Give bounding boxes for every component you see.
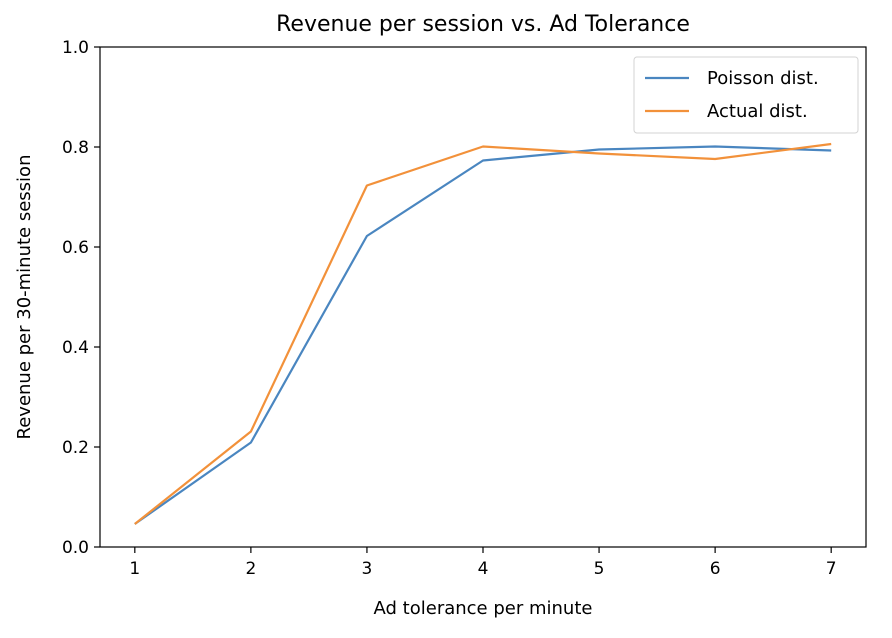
x-tick-label: 5: [594, 559, 605, 579]
x-tick-label: 6: [710, 559, 721, 579]
plot-frame: [99, 46, 867, 548]
y-tick-label: 1.0: [62, 38, 89, 58]
x-tick-label: 4: [478, 559, 489, 579]
y-tick-label: 0.6: [62, 238, 89, 258]
series-lines: [134, 142, 832, 525]
chart-title: Revenue per session vs. Ad Tolerance: [276, 12, 690, 37]
y-tick-label: 0.4: [62, 338, 89, 358]
x-axis-label: Ad tolerance per minute: [374, 598, 593, 619]
x-axis-ticks: 1 2 3 4 5 6 7: [129, 547, 837, 579]
y-tick-label: 0.0: [62, 538, 89, 558]
x-tick-label: 2: [245, 559, 256, 579]
legend-box: [633, 56, 859, 134]
series-line-poisson-dist: [134, 145, 832, 525]
y-axis-ticks: 0.0 0.2 0.4 0.6 0.8 1.0: [62, 38, 100, 558]
x-tick-label: 1: [129, 559, 140, 579]
x-tick-label: 3: [362, 559, 373, 579]
legend-label: Poisson dist.: [707, 68, 819, 89]
y-tick-label: 0.2: [62, 438, 89, 458]
legend-label: Actual dist.: [707, 101, 808, 122]
y-tick-label: 0.8: [62, 138, 89, 158]
x-tick-label: 7: [826, 559, 837, 579]
series-line-actual-dist: [134, 142, 832, 525]
y-axis-label: Revenue per 30-minute session: [14, 155, 35, 440]
legend: Poisson dist. Actual dist.: [633, 56, 859, 134]
